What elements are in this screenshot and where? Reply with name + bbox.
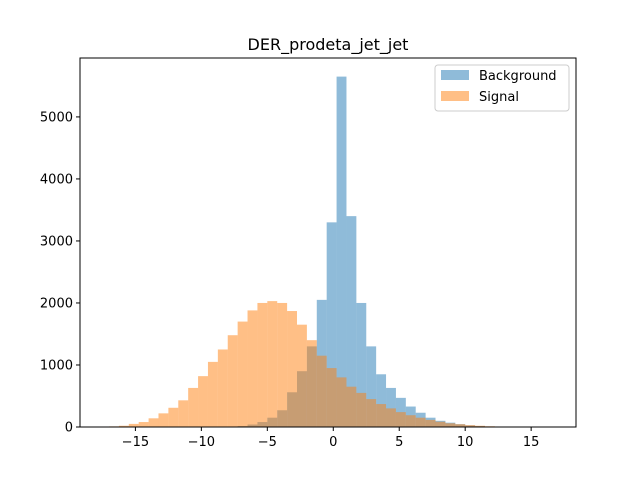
y-tick-label: 1000 (40, 358, 73, 373)
x-tick-label: −5 (258, 435, 277, 450)
bar-signal (227, 335, 238, 427)
bar-signal (257, 302, 268, 427)
bar-signal (475, 425, 485, 427)
chart-title: DER_prodeta_jet_jet (248, 35, 409, 55)
y-tick-label: 5000 (40, 110, 73, 125)
bar-signal (277, 302, 288, 427)
bar-signal (425, 419, 436, 427)
legend-label-background: Background (479, 69, 557, 84)
x-tick-label: 0 (329, 435, 337, 450)
bar-signal (267, 301, 278, 427)
x-tick-label: −15 (122, 435, 149, 450)
bar-signal (366, 399, 377, 427)
bar-signal (217, 349, 228, 427)
bar-signal (287, 311, 297, 427)
x-tick-label: −10 (188, 435, 215, 450)
bar-signal (415, 417, 426, 427)
bar-signal (395, 412, 406, 427)
bar-signal (158, 413, 169, 427)
legend-label-signal: Signal (479, 90, 519, 105)
bar-signal (386, 408, 396, 427)
bar-background (336, 76, 347, 427)
y-axis: 0 1000 2000 3000 4000 5000 (40, 110, 80, 436)
bar-signal (445, 423, 456, 427)
legend: Background Signal (434, 64, 570, 112)
bar-signal (297, 324, 307, 427)
y-tick-label: 4000 (40, 172, 73, 187)
bar-signal (336, 377, 347, 427)
y-tick-label: 0 (65, 421, 73, 436)
bar-background (376, 374, 387, 427)
bar-signal (178, 400, 189, 427)
bar-signal (237, 321, 248, 427)
bar-signal (148, 418, 159, 427)
bar-background (386, 387, 396, 427)
bar-signal (316, 355, 327, 427)
bar-signal (465, 425, 476, 427)
bar-signal (346, 386, 357, 427)
bar-signal (326, 368, 337, 427)
y-tick-label: 3000 (40, 234, 73, 249)
x-tick-label: 10 (457, 435, 474, 450)
bar-signal (356, 392, 367, 427)
bar-background (366, 346, 377, 427)
bar-signal (207, 361, 218, 427)
legend-swatch-background (441, 70, 469, 80)
bar-signal (168, 407, 179, 427)
bar-signal (128, 423, 139, 427)
x-tick-label: 5 (395, 435, 403, 450)
legend-swatch-signal (441, 91, 469, 101)
bar-signal (118, 425, 129, 427)
bar-signal (435, 421, 446, 427)
bar-signal (198, 376, 208, 427)
x-tick-label: 15 (523, 435, 540, 450)
bars-layer (109, 76, 545, 427)
bar-signal (376, 404, 387, 427)
bar-signal (188, 387, 199, 427)
bar-signal (138, 422, 149, 427)
bar-signal (247, 310, 258, 427)
y-tick-label: 2000 (40, 296, 73, 311)
plot-frame (79, 57, 577, 428)
bar-background (326, 222, 337, 427)
bar-signal (405, 415, 416, 427)
bar-signal (455, 424, 466, 427)
bar-background (356, 302, 367, 427)
bar-signal (306, 340, 317, 427)
bar-background (346, 216, 357, 427)
x-axis: −15 −10 −5 0 5 10 15 (122, 427, 540, 450)
